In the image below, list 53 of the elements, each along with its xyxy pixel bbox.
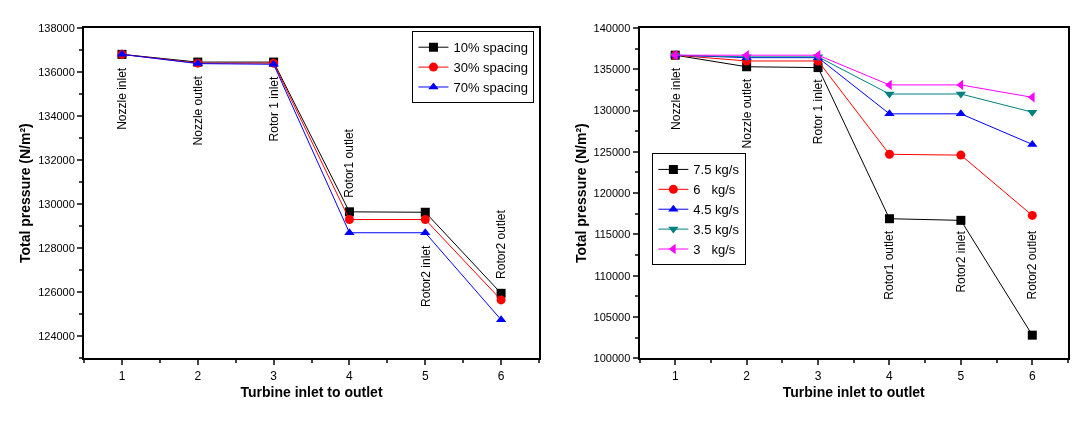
y-tick-label: 115000 (594, 228, 631, 241)
y-tick-label: 128000 (38, 242, 75, 255)
y-tick-label: 124000 (38, 330, 75, 343)
annotation: Nozzle inlet (668, 67, 683, 130)
legend-label: 10% spacing (453, 40, 528, 56)
y-tick-label: 140000 (593, 21, 631, 34)
y-axis-title: Total pressure (N/m²) (17, 123, 34, 263)
y-tick-label: 100000 (593, 352, 631, 365)
annotation: Rotor2 outlet (494, 209, 509, 279)
x-tick-label: 6 (1028, 368, 1036, 383)
y-tick-label: 132000 (38, 153, 75, 166)
legend-label: 6 kg/s (693, 182, 736, 198)
y-tick-label: 135000 (593, 63, 631, 76)
legend-label: 30% spacing (453, 60, 528, 76)
annotation: Rotor1 outlet (342, 128, 357, 198)
y-tick-label: 110000 (594, 269, 631, 282)
y-tick-label: 136000 (38, 65, 75, 78)
y-tick-label: 126000 (38, 286, 75, 299)
x-tick-label: 4 (886, 368, 894, 383)
legend-label: 7.5 kg/s (693, 162, 740, 178)
x-tick-label: 2 (743, 368, 751, 383)
annotation: Rotor 1 inlet (810, 78, 825, 145)
x-axis-title: Turbine inlet to outlet (782, 384, 926, 401)
y-tick-label: 130000 (38, 197, 75, 210)
x-tick-label: 1 (118, 368, 126, 383)
x-tick-label: 3 (270, 368, 278, 383)
y-tick-label: 134000 (38, 109, 75, 122)
annotation: Rotor1 outlet (882, 230, 897, 300)
annotation: Rotor 1 inlet (266, 76, 281, 142)
annotation: Rotor2 inlet (418, 244, 433, 308)
y-tick-label: 125000 (593, 145, 631, 158)
annotation: Nozzle outlet (191, 75, 206, 146)
x-tick-label: 2 (194, 368, 202, 383)
x-axis-title: Turbine inlet to outlet (240, 384, 383, 401)
y-tick-label: 105000 (593, 310, 631, 323)
y-tick-label: 138000 (38, 21, 75, 34)
annotation: Nozzle outlet (739, 78, 754, 149)
y-tick-label: 130000 (593, 104, 631, 117)
annotation: Rotor2 outlet (1025, 230, 1040, 300)
legend-label: 70% spacing (453, 80, 528, 96)
y-axis-title: Total pressure (N/m²) (572, 123, 589, 263)
annotation: Nozzle inlet (115, 67, 130, 130)
annotation: Rotor2 inlet (954, 230, 969, 293)
x-tick-label: 3 (814, 368, 822, 383)
legend-label: 3 kg/s (693, 242, 736, 258)
x-tick-label: 1 (671, 368, 679, 383)
y-tick-label: 120000 (593, 186, 631, 199)
legend-label: 4.5 kg/s (693, 202, 740, 218)
x-tick-label: 4 (346, 368, 354, 383)
x-tick-label: 5 (957, 368, 965, 383)
legend-label: 3.5 kg/s (693, 222, 740, 238)
x-tick-label: 6 (497, 368, 505, 383)
x-tick-label: 5 (421, 368, 429, 383)
